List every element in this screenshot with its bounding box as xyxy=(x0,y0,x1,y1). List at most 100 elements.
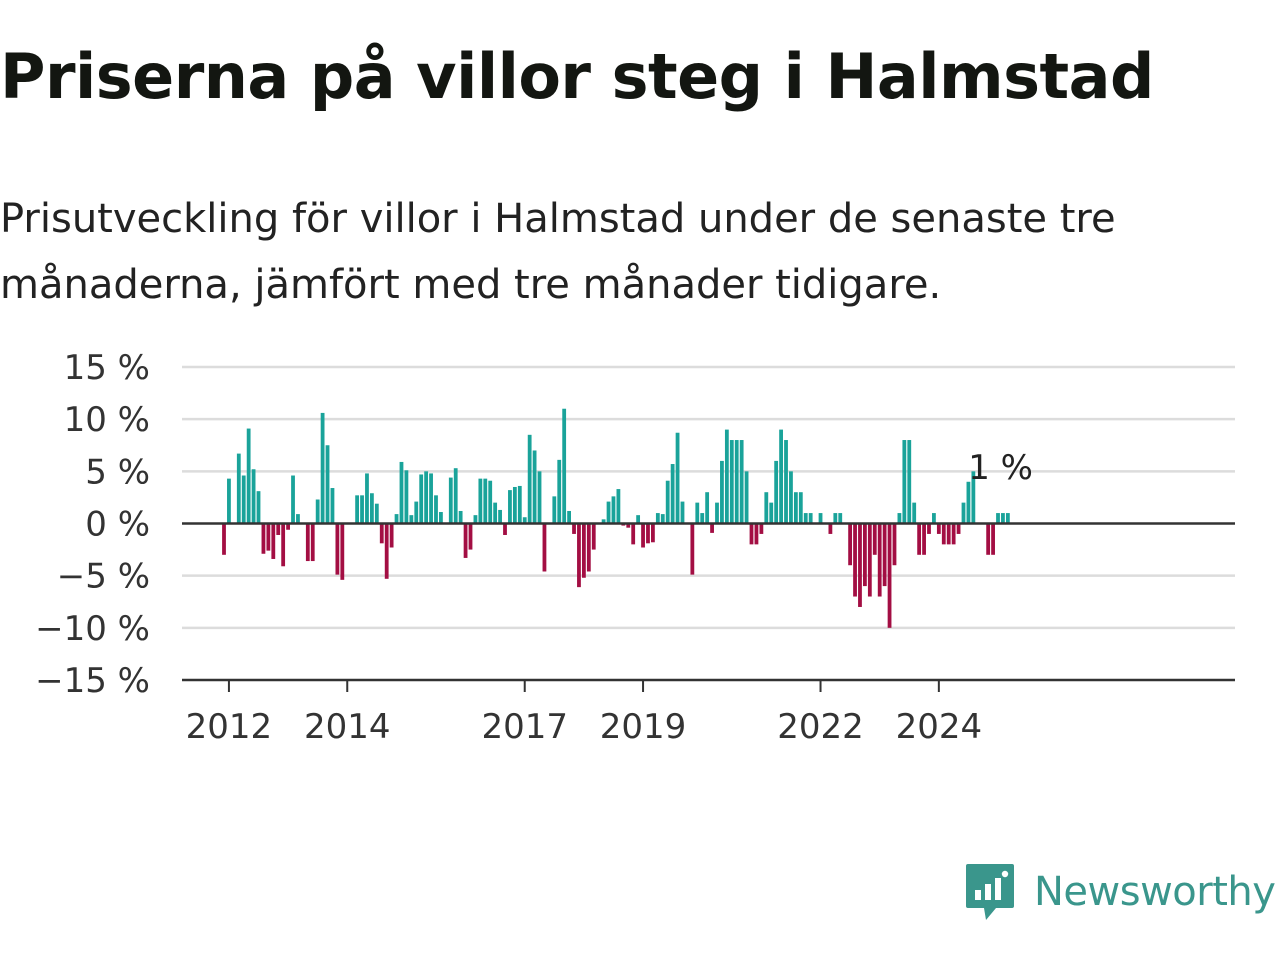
bar xyxy=(586,523,591,572)
bar xyxy=(439,512,443,524)
bar xyxy=(532,450,537,524)
bar xyxy=(734,440,739,524)
bar xyxy=(567,510,571,524)
bars xyxy=(222,408,1010,628)
bar xyxy=(769,502,774,524)
brand-logo: Newsworthy xyxy=(964,862,1276,922)
bar xyxy=(695,502,700,524)
bar xyxy=(399,461,404,524)
x-tick-label: 2014 xyxy=(304,707,391,747)
bar xyxy=(651,523,655,543)
bar xyxy=(261,523,266,554)
bar xyxy=(1005,513,1010,524)
bar xyxy=(848,523,853,566)
y-tick-label: 15 % xyxy=(64,348,150,388)
latest-value-label: 1 % xyxy=(968,448,1033,488)
bar xyxy=(966,481,971,524)
bar xyxy=(616,489,621,524)
bar xyxy=(483,478,488,524)
brand-name: Newsworthy xyxy=(1034,869,1276,915)
bar xyxy=(281,523,286,567)
chart-subtitle: Prisutveckling för villor i Halmstad und… xyxy=(0,196,1116,308)
bar xyxy=(655,513,660,524)
bar xyxy=(936,523,941,534)
bar xyxy=(384,523,389,579)
bar xyxy=(296,514,300,524)
bar xyxy=(739,440,744,524)
bar xyxy=(498,509,502,524)
bar xyxy=(414,501,419,524)
bar xyxy=(986,523,991,555)
bar xyxy=(887,523,892,628)
y-tick-label: −5 % xyxy=(57,557,150,597)
bar xyxy=(291,475,295,524)
bar xyxy=(646,523,650,544)
bar xyxy=(922,523,926,555)
axes xyxy=(182,522,1235,692)
bar xyxy=(818,513,823,524)
bar xyxy=(956,523,961,534)
bar xyxy=(675,432,680,524)
bar xyxy=(710,523,714,533)
bar xyxy=(877,523,882,597)
bar xyxy=(370,493,374,524)
bar xyxy=(774,460,779,524)
bar xyxy=(828,523,833,534)
bar xyxy=(340,523,345,580)
bar xyxy=(453,468,458,524)
bar xyxy=(552,496,557,524)
bar xyxy=(222,523,226,555)
bar xyxy=(636,515,641,524)
bar xyxy=(315,499,320,524)
bar xyxy=(542,523,547,572)
bar xyxy=(276,523,281,535)
bar xyxy=(448,477,453,524)
bar xyxy=(749,523,754,545)
bar xyxy=(503,523,507,535)
bar xyxy=(557,459,562,524)
bar xyxy=(365,473,369,524)
bar xyxy=(394,514,399,524)
bar xyxy=(236,453,241,524)
bar xyxy=(912,502,917,524)
bar xyxy=(310,523,315,562)
chart-title: Priserna på villor steg i Halmstad xyxy=(0,40,1154,113)
bar xyxy=(789,471,793,524)
bar xyxy=(389,523,394,548)
x-tick-label: 2022 xyxy=(777,707,864,747)
bar xyxy=(961,502,966,524)
newsworthy-logo-icon xyxy=(966,864,1014,920)
bar xyxy=(892,523,897,566)
bar xyxy=(241,475,246,524)
bar xyxy=(729,440,734,524)
bar xyxy=(424,471,429,524)
y-tick-label: 5 % xyxy=(85,452,150,492)
bar xyxy=(705,492,710,524)
bar xyxy=(784,440,788,524)
bar xyxy=(759,523,764,534)
bar-chart: 15 % 10 % 5 % 0 % −5 % −10 % −15 % 2012 2014 2017… xyxy=(35,348,1235,747)
bar xyxy=(305,523,310,562)
bar xyxy=(601,519,606,524)
bar xyxy=(429,473,433,524)
bar xyxy=(419,474,424,524)
bar xyxy=(286,523,290,530)
bar xyxy=(858,523,862,607)
bar xyxy=(932,513,936,524)
bar xyxy=(660,514,665,524)
bar xyxy=(473,515,478,524)
x-tick-label: 2017 xyxy=(481,707,568,747)
bar xyxy=(379,523,384,544)
bar xyxy=(266,523,271,551)
bar xyxy=(744,471,749,524)
bar xyxy=(246,428,251,524)
bar xyxy=(798,492,803,524)
y-tick-label: −15 % xyxy=(35,661,150,701)
bar xyxy=(838,513,843,524)
bar xyxy=(577,523,581,588)
bar xyxy=(374,503,379,524)
bar xyxy=(1001,513,1005,524)
bar xyxy=(863,523,867,587)
bar xyxy=(996,513,1000,524)
bar xyxy=(946,523,951,545)
